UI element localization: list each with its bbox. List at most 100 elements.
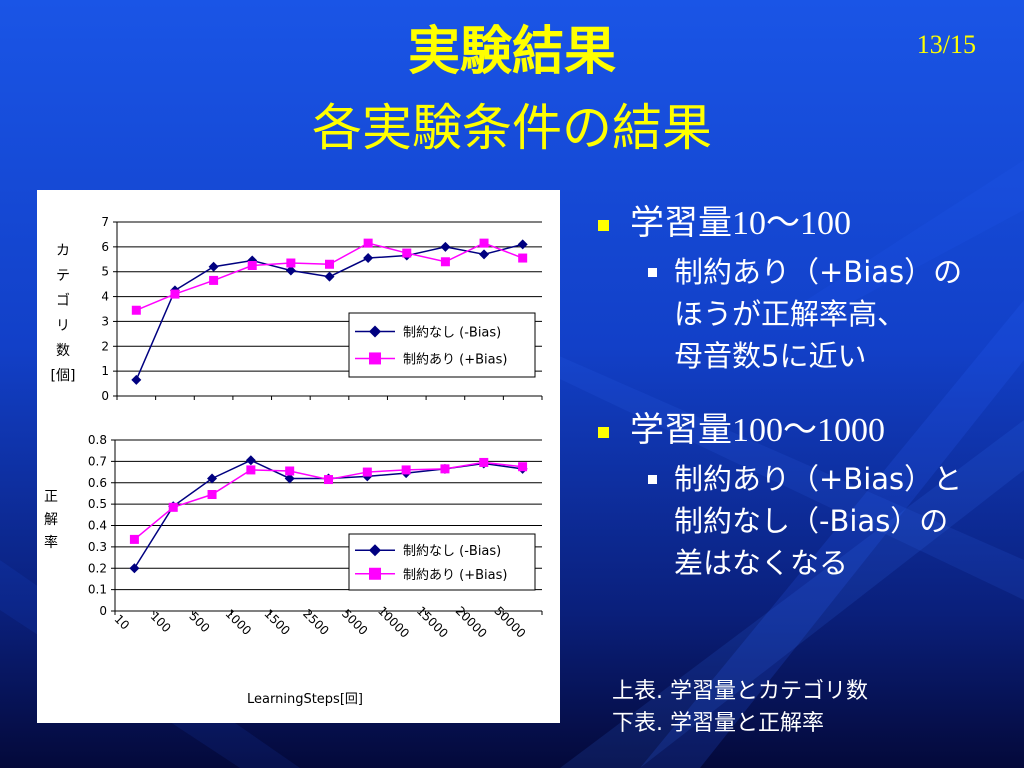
- chart-2-x-tick-label: 500: [186, 609, 212, 635]
- chart-2-series-2-point: [246, 465, 256, 475]
- chart-1-legend: [348, 312, 536, 378]
- chart-2-series-2-point: [324, 475, 333, 485]
- chart-1-y-axis-label: [個]: [51, 368, 76, 384]
- chart-1-series-1-point: [440, 241, 451, 252]
- chart-2-x-axis-label: LearningSteps[回]: [247, 692, 363, 707]
- sub-bullet-square-icon: [648, 268, 657, 277]
- chart-1-series-1-point: [208, 261, 219, 272]
- chart-1-y-tick-label: 3: [101, 314, 109, 328]
- chart-1-series-1-point: [324, 271, 335, 282]
- charts-svg: 0 1 2 3 4 5 6 7 カテゴリ数 [個] 制約なし (-Bias) 制約あり (+Bias)…: [44, 215, 543, 707]
- chart-2-series-2-point: [285, 466, 295, 476]
- chart-2-x-tick-label: 100: [148, 609, 174, 635]
- chart-2-series-2-point: [518, 462, 528, 472]
- chart-2-series-2-point: [168, 502, 178, 512]
- sub-bullet-2-line-2: 制約なし（-Bias）の: [674, 504, 949, 538]
- chart-1-legend-swatch-marker: [369, 352, 381, 365]
- chart-2-series-2-point: [207, 490, 217, 500]
- chart-1-series-2-point: [402, 248, 412, 258]
- chart-2-y-axis-label: 解: [44, 512, 58, 528]
- chart-1-legend-swatch-marker: [369, 325, 381, 338]
- chart-2-x-tick-label: 10000: [375, 604, 412, 641]
- chart-2-legend-label: 制約なし (-Bias): [403, 544, 501, 559]
- chart-2-legend-label: 制約あり (+Bias): [403, 568, 507, 583]
- chart-1-series-2-point: [363, 238, 373, 248]
- page-number: 13/15: [916, 30, 976, 59]
- chart-2-y-tick-label: 0.1: [88, 583, 107, 597]
- chart-2-y-tick-label: 0.7: [88, 454, 107, 468]
- chart-2-series-2-point: [479, 457, 489, 467]
- chart-2-y-tick-label: 0: [99, 604, 107, 618]
- figure-notes: 上表. 学習量とカテゴリ数 下表. 学習量と正解率: [612, 676, 868, 740]
- chart-1-y-tick-label: 0: [101, 389, 109, 403]
- chart-1-series-1-point: [285, 265, 296, 276]
- sub-bullet-2: 制約あり（+Bias）と 制約なし（-Bias）の 差はなくなる: [592, 458, 1012, 584]
- chart-2-y-tick-label: 0.3: [88, 540, 107, 554]
- chart-1-series-2-point: [479, 238, 489, 248]
- chart-2-series-1-point: [284, 473, 295, 484]
- chart-1-series-2-point: [286, 258, 296, 268]
- chart-1-y-axis-label: 数: [56, 343, 70, 359]
- chart-2-y-axis-label: 率: [44, 534, 58, 551]
- chart-2-y-tick-label: 0.2: [88, 561, 107, 575]
- bullet-1-range: 10～100: [732, 205, 851, 242]
- bullet-1-prefix: 学習量: [630, 203, 732, 243]
- chart-1-y-axis-label: ゴ: [56, 292, 70, 309]
- chart-2-legend: [348, 533, 536, 591]
- chart-2-series-1-point: [245, 455, 256, 466]
- chart-1-y-axis-label: リ: [56, 318, 70, 334]
- chart-2-y-tick-label: 0.4: [88, 519, 107, 533]
- sub-bullet-2-line-3: 差はなくなる: [674, 546, 849, 580]
- chart-panel: 0 1 2 3 4 5 6 7 カテゴリ数 [個] 制約なし (-Bias) 制約あり (+Bias)…: [37, 190, 560, 723]
- chart-1-series-2-point: [170, 289, 180, 299]
- chart-2-x-tick-label: 15000: [414, 604, 451, 641]
- chart-2-x-tick-label: 50000: [492, 604, 529, 641]
- chart-2-y-tick-label: 0.8: [88, 433, 107, 447]
- chart-1-series-1-point: [131, 374, 142, 385]
- bullet-square-icon: [598, 427, 609, 438]
- chart-1-y-tick-label: 7: [101, 215, 109, 229]
- sub-bullet-1-line-3: 母音数5に近い: [674, 339, 867, 373]
- chart-1-series-2-point: [440, 257, 450, 267]
- chart-2-series-1-point: [129, 563, 140, 574]
- bullet-2: 学習量100～1000: [592, 407, 1012, 454]
- chart-1-y-tick-label: 2: [101, 339, 109, 353]
- bullet-list: 学習量10～100 制約あり（+Bias）の ほうが正解率高、 母音数5に近い …: [592, 200, 1012, 584]
- chart-2-y-tick-label: 0.6: [88, 476, 107, 490]
- chart-1-series-2-point: [209, 275, 219, 285]
- chart-2-series-2-point: [440, 464, 450, 474]
- note-top-table: 上表. 学習量とカテゴリ数: [612, 679, 868, 704]
- slide-title: 実験結果: [407, 22, 616, 82]
- chart-1-y-axis-label: テ: [56, 268, 70, 284]
- slide-subtitle: 各実験条件の結果: [312, 99, 712, 157]
- sub-bullet-square-icon: [648, 475, 657, 484]
- chart-2-x-tick-label: 20000: [453, 604, 490, 641]
- chart-1-y-tick-label: 6: [101, 240, 109, 254]
- chart-2-legend-swatch-marker: [369, 544, 381, 557]
- chart-1-y-tick-label: 5: [101, 265, 109, 279]
- chart-2-y-tick-label: 0.5: [88, 497, 107, 511]
- bullet-2-prefix: 学習量: [630, 410, 732, 450]
- note-bottom-table: 下表. 学習量と正解率: [612, 711, 824, 736]
- bullet-2-range: 100～1000: [732, 412, 885, 449]
- chart-2-series-2-point: [129, 534, 139, 544]
- sub-bullet-1-line-2: ほうが正解率高、: [674, 297, 907, 331]
- chart-1-series-2-point: [131, 305, 141, 315]
- chart-1-series-2-point: [325, 259, 334, 269]
- chart-1-series-1-point: [363, 253, 374, 264]
- chart-1-series-2-point: [518, 253, 528, 263]
- chart-1-series-1-point: [517, 239, 528, 250]
- chart-1-legend-label: 制約なし (-Bias): [403, 326, 501, 341]
- chart-2-series-2-point: [401, 465, 411, 475]
- sub-bullet-1: 制約あり（+Bias）の ほうが正解率高、 母音数5に近い: [592, 251, 1012, 377]
- sub-bullet-1-line-1: 制約あり（+Bias）の: [674, 255, 963, 289]
- chart-2-y-axis-label: 正: [44, 489, 58, 505]
- chart-1-series-1-point: [479, 249, 490, 260]
- sub-bullet-2-line-1: 制約あり（+Bias）と: [674, 462, 963, 496]
- chart-1-y-tick-label: 1: [101, 364, 109, 378]
- bullet-1: 学習量10～100: [592, 200, 1012, 247]
- chart-1-y-axis-label: カ: [56, 243, 70, 259]
- chart-1-series-2-point: [247, 261, 257, 270]
- chart-2-series-2-point: [362, 467, 372, 477]
